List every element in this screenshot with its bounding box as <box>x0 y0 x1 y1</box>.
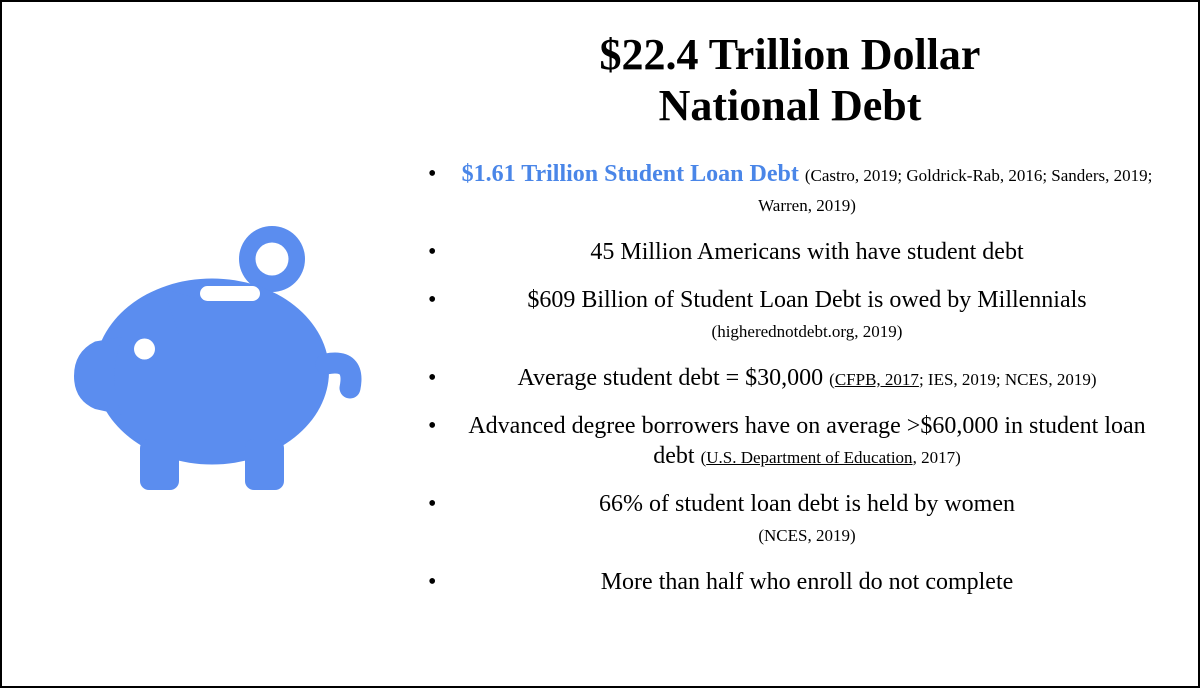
piggy-tail <box>326 363 351 388</box>
bullet-text: $609 Billion of Student Loan Debt is owe… <box>527 287 1086 313</box>
bullet-item: Average student debt = $30,000 (CFPB, 20… <box>422 363 1158 393</box>
bullet-item: $609 Billion of Student Loan Debt is owe… <box>422 285 1158 345</box>
bullet-item: 45 Million Americans with have student d… <box>422 237 1158 267</box>
bullet-citation: (Castro, 2019; Goldrick-Rab, 2016; Sande… <box>758 166 1152 215</box>
bullet-citation: (higherednotdebt.org, 2019) <box>712 322 903 341</box>
icon-column <box>2 2 422 686</box>
slide: $22.4 Trillion Dollar National Debt $1.6… <box>2 2 1198 686</box>
bullet-text: More than half who enroll do not complet… <box>601 569 1014 595</box>
content-column: $22.4 Trillion Dollar National Debt $1.6… <box>422 2 1198 686</box>
bullet-item: 66% of student loan debt is held by wome… <box>422 489 1158 549</box>
title-line-1: $22.4 Trillion Dollar <box>600 30 981 79</box>
citation-link[interactable]: CFPB, 2017 <box>835 370 919 389</box>
piggy-eye <box>134 339 155 360</box>
piggy-slot <box>200 286 260 301</box>
title-line-2: National Debt <box>659 81 922 130</box>
citation-link[interactable]: U.S. Department of Education <box>706 448 912 467</box>
piggy-leg-front <box>140 439 179 490</box>
bullet-list: $1.61 Trillion Student Loan Debt (Castro… <box>422 159 1158 615</box>
bullet-citation: (CFPB, 2017; IES, 2019; NCES, 2019) <box>829 370 1096 389</box>
bullet-item: Advanced degree borrowers have on averag… <box>422 411 1158 471</box>
piggy-bank-icon <box>62 214 362 514</box>
piggy-leg-back <box>245 439 284 490</box>
piggy-body <box>95 279 329 465</box>
bullet-citation: (NCES, 2019) <box>758 526 855 545</box>
coin-shape <box>239 226 305 292</box>
bullet-citation: (U.S. Department of Education, 2017) <box>701 448 961 467</box>
bullet-text: 66% of student loan debt is held by wome… <box>599 491 1015 517</box>
bullet-item: More than half who enroll do not complet… <box>422 567 1158 597</box>
bullet-text: 45 Million Americans with have student d… <box>590 239 1023 265</box>
bullet-highlight: $1.61 Trillion Student Loan Debt <box>462 161 799 187</box>
bullet-text: Average student debt = $30,000 <box>517 365 823 391</box>
bullet-item: $1.61 Trillion Student Loan Debt (Castro… <box>422 159 1158 219</box>
slide-title: $22.4 Trillion Dollar National Debt <box>600 30 981 131</box>
